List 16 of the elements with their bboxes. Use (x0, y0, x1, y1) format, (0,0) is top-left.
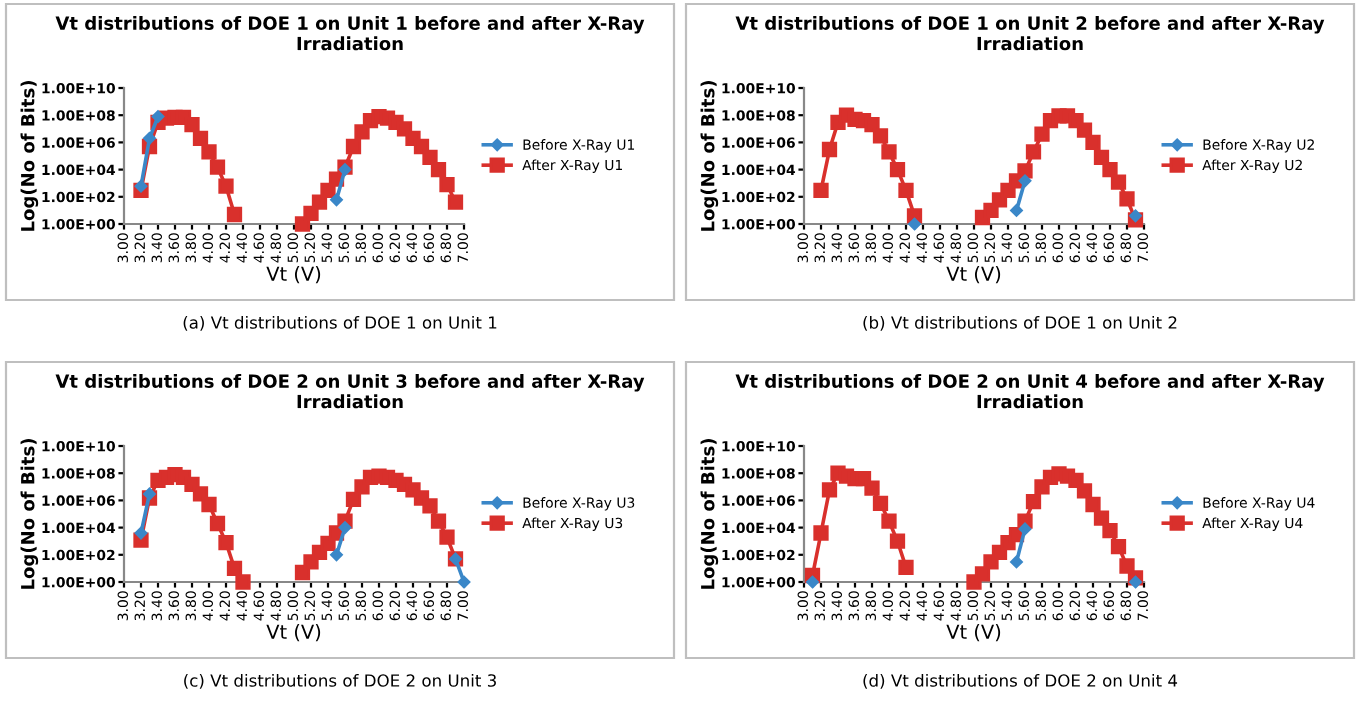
chart-title: Vt distributions of DOE 1 on Unit 2 before and after X-Ray Irradiation (735, 16, 1325, 51)
y-axis-title: Log(No of Bits) (20, 81, 39, 231)
y-axis-title: Log(No of Bits) (700, 81, 719, 231)
x-axis-title: Vt (V) (266, 266, 321, 284)
x-axis-title: Vt (V) (946, 624, 1001, 642)
text: (a) Vt distributions of DOE 1 on Unit 1 (183, 315, 497, 331)
chart-title: Vt distributions of DOE 2 on Unit 4 before and after X-Ray Irradiation (735, 374, 1325, 409)
text: (c) Vt distributions of DOE 2 on Unit 3 (184, 673, 496, 689)
text: (d) Vt distributions of DOE 2 on Unit 4 (863, 673, 1178, 689)
text: (b) Vt distributions of DOE 1 on Unit 2 (863, 315, 1177, 331)
chart-title: Vt distributions of DOE 2 on Unit 3 before and after X-Ray Irradiation (55, 374, 645, 409)
y-axis-title: Log(No of Bits) (20, 439, 39, 589)
chart-title: Vt distributions of DOE 1 on Unit 1 before and after X-Ray Irradiation (55, 16, 645, 51)
x-axis-title: Vt (V) (266, 624, 321, 642)
x-axis-title: Vt (V) (946, 266, 1001, 284)
y-axis-title: Log(No of Bits) (700, 439, 719, 589)
